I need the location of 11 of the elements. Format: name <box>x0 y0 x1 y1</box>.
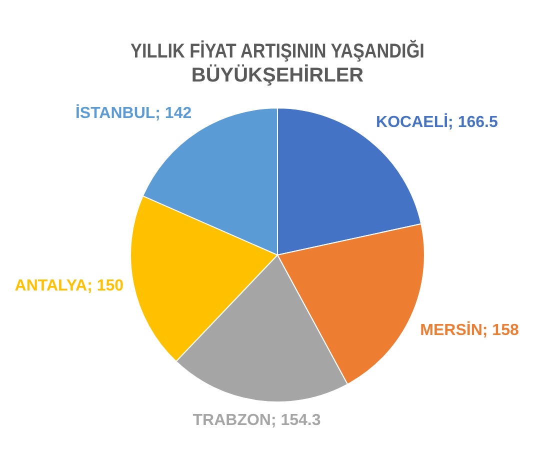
data-label: ; 154.3 <box>270 412 321 430</box>
slice-label: MERSİN <box>420 320 482 339</box>
slice-label: ANTALYA <box>14 277 88 294</box>
slice-label: İSTANBUL <box>75 104 156 122</box>
data-label: ; 150 <box>87 277 124 294</box>
data-label: ; 166.5 <box>448 114 498 132</box>
slice-label: TRABZON <box>192 412 271 430</box>
chart-title: YILLIK FİYAT ARTIŞININ YAŞANDIĞI BÜYÜKŞEHİRLER <box>130 39 424 87</box>
slice-label: KOCAELİ <box>376 113 448 132</box>
data-label: ; 142 <box>155 104 192 122</box>
data-label: ; 158 <box>482 322 519 339</box>
